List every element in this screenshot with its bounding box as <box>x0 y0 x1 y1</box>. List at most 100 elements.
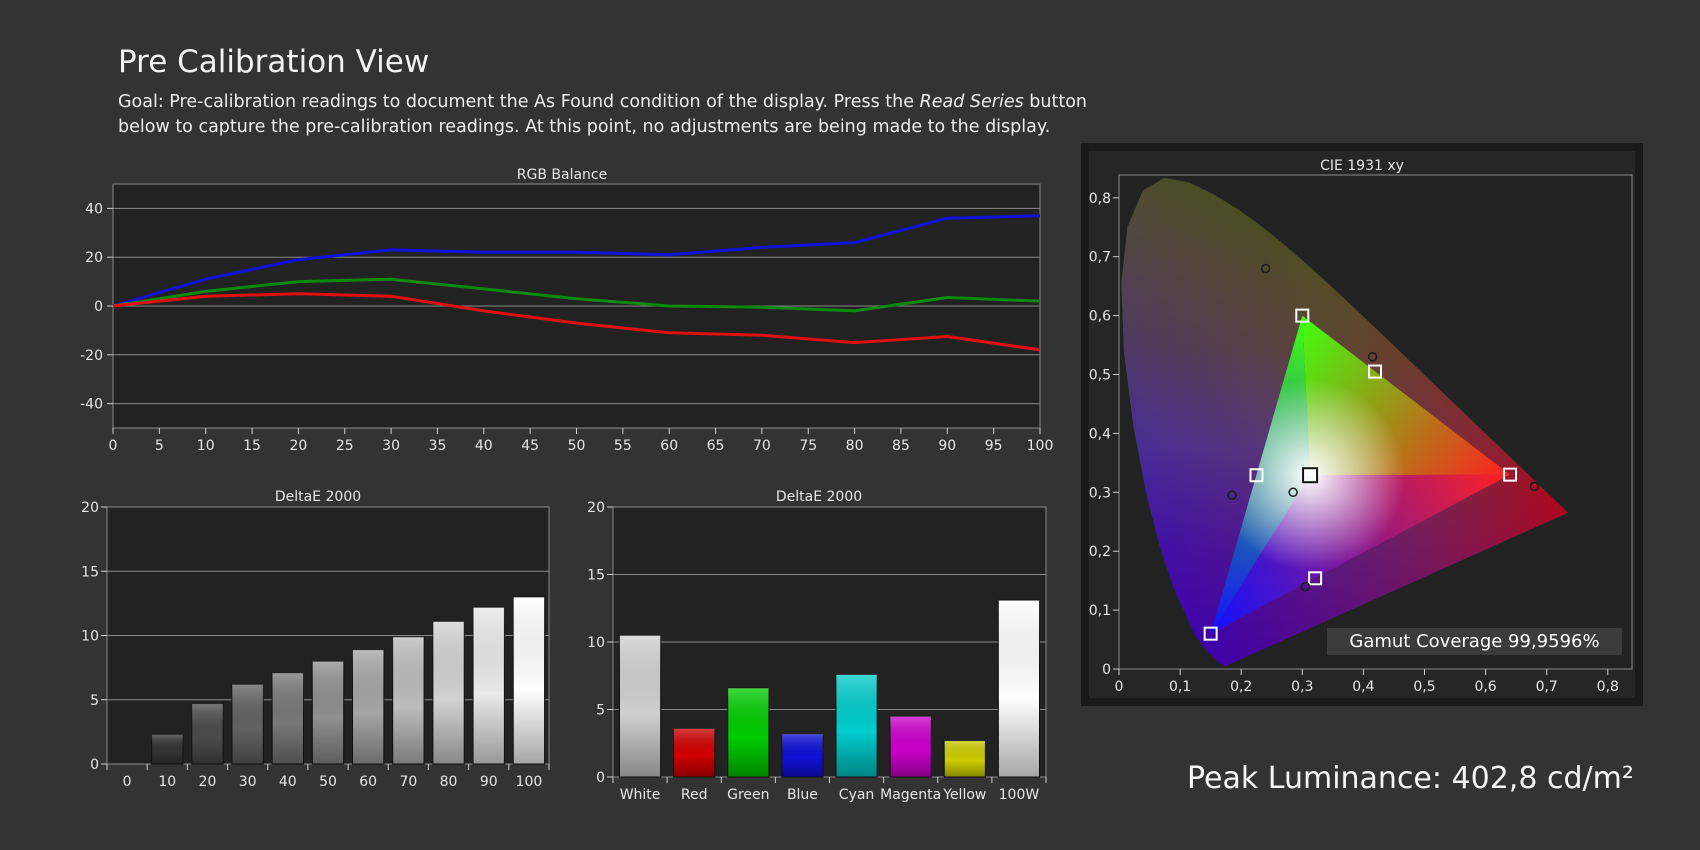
greyscale-x-tick-label: 30 <box>239 774 257 790</box>
greyscale-bar-shade <box>312 661 344 764</box>
rgb-series <box>112 214 1041 352</box>
colors-bar-shade <box>890 716 932 777</box>
colors-y-tick-label: 0 <box>596 770 605 786</box>
cie-target-marker <box>1249 468 1264 483</box>
colors-y-ticks: 20 15 10 5 0 <box>587 500 613 786</box>
rgb-x-tick-label: 100 <box>1027 438 1054 454</box>
colors-x-tick-label: Red <box>681 787 708 803</box>
rgb-x-tick-label: 85 <box>892 438 910 454</box>
cie-x-tick-label: 0,2 <box>1230 679 1252 695</box>
cie-points <box>1203 263 1540 641</box>
rgb-x-tick-label: 60 <box>660 438 678 454</box>
colors-y-tick-label: 10 <box>587 635 605 651</box>
cie-y-tick-label: 0,6 <box>1089 309 1111 325</box>
cie-x-tick-label: 0,7 <box>1536 679 1558 695</box>
greyscale-x-tick-label: 70 <box>399 774 417 790</box>
cie-target-marker <box>1302 467 1319 484</box>
colors-bar-shade <box>727 687 769 777</box>
colors-x-ticks: White Red Green Blue Cyan Magenta Yellow 100W <box>612 777 1047 803</box>
rgb-x-tick-label: 95 <box>985 438 1003 454</box>
colors-bar-shade <box>998 600 1040 777</box>
rgb-y-tick-label: -20 <box>80 348 103 364</box>
rgb-x-tick-label: 10 <box>197 438 215 454</box>
cie-measured-point <box>1227 490 1237 500</box>
cie-x-tick-label: 0 <box>1115 679 1124 695</box>
greyscale-x-tick-label: 40 <box>279 774 297 790</box>
greyscale-bar-shade <box>272 672 304 764</box>
cie-measured-point <box>1529 481 1540 492</box>
cie-y-tick-label: 0,1 <box>1089 603 1111 619</box>
colors-x-tick-label: Magenta <box>880 787 941 803</box>
rgb-x-tick-label: 65 <box>707 438 725 454</box>
greyscale-bar-shade <box>151 734 183 764</box>
rgb-y-tick-label: 20 <box>85 250 103 266</box>
greyscale-y-tick-label: 0 <box>90 757 99 773</box>
colors-bars <box>618 599 1041 778</box>
greyscale-chart-title: DeltaE 2000 <box>275 489 361 505</box>
colors-y-tick-label: 5 <box>596 703 605 719</box>
goal-text-suffix: button below to capture the pre-calibrat… <box>118 92 1088 137</box>
greyscale-x-tick-label: 80 <box>440 774 458 790</box>
cie-x-tick-label: 0,3 <box>1291 679 1313 695</box>
greyscale-y-tick-label: 15 <box>81 564 99 580</box>
rgb-x-tick-label: 30 <box>382 438 400 454</box>
cie-measured-point <box>1288 487 1298 498</box>
cie-chart-title: CIE 1931 xy <box>1320 158 1404 174</box>
red-series-line <box>112 292 1041 352</box>
cie-target-marker <box>1308 571 1323 586</box>
rgb-x-tick-label: 70 <box>753 438 771 454</box>
greyscale-bar-shade <box>513 596 545 764</box>
greyscale-x-tick-label: 0 <box>123 774 132 790</box>
cie-chart: CIE 1931 xy 0 0,1 0,2 0,3 0,4 0,5 0,6 0,7 0,8 0,… <box>1081 143 1643 706</box>
cie-y-tick-label: 0,4 <box>1089 426 1111 442</box>
cie-measured-point <box>1300 581 1311 592</box>
rgb-chart-title: RGB Balance <box>517 167 607 183</box>
greyscale-x-tick-label: 50 <box>319 774 337 790</box>
rgb-x-tick-label: 35 <box>429 438 447 454</box>
colors-y-tick-label: 15 <box>587 568 605 584</box>
rgb-x-tick-label: 55 <box>614 438 632 454</box>
cie-y-tick-label: 0,8 <box>1089 191 1111 207</box>
colors-bar-shade <box>619 635 661 777</box>
colors-x-tick-label: Yellow <box>942 787 986 803</box>
greyscale-y-tick-label: 5 <box>90 693 99 709</box>
cie-y-tick-label: 0,7 <box>1089 250 1111 266</box>
goal-description: Goal: Pre-calibration readings to docume… <box>118 90 1138 140</box>
colors-x-tick-label: Blue <box>787 787 818 803</box>
colors-x-tick-label: Cyan <box>839 787 875 803</box>
peak-luminance-label: Peak Luminance: 402,8 cd/m² <box>1187 761 1634 796</box>
rgb-x-tick-label: 75 <box>799 438 817 454</box>
colors-chart-title: DeltaE 2000 <box>776 489 862 505</box>
greyscale-x-tick-label: 10 <box>158 774 176 790</box>
cie-x-tick-label: 0,4 <box>1352 679 1374 695</box>
colors-x-tick-label: White <box>620 787 661 803</box>
blue-series-line <box>112 214 1041 308</box>
cie-y-ticks: 0,8 0,7 0,6 0,5 0,4 0,3 0,2 0,1 0 <box>1089 191 1119 678</box>
rgb-x-tick-label: 5 <box>155 438 164 454</box>
greyscale-x-tick-label: 60 <box>359 774 377 790</box>
greyscale-bar-shade <box>231 684 264 764</box>
colors-bar-shade <box>944 740 986 777</box>
greyscale-bar-shade <box>432 621 465 764</box>
rgb-balance-chart: RGB Balance 40 20 0 -20 -40 0 5 10 15 20 25 30 35 40… <box>80 167 1053 454</box>
rgb-y-ticks: 40 20 0 -20 -40 <box>80 201 113 413</box>
colors-deltae-chart: DeltaE 2000 20 15 10 5 0 White Red Green Blue Cy… <box>587 489 1047 803</box>
rgb-x-ticks: 0 5 10 15 20 25 30 35 40 45 50 55 60 65 70 75 80 85 90 95 10… <box>109 428 1054 454</box>
greyscale-bars <box>151 596 546 765</box>
cie-x-tick-label: 0,1 <box>1169 679 1191 695</box>
rgb-x-tick-label: 0 <box>109 438 118 454</box>
rgb-x-tick-label: 50 <box>568 438 586 454</box>
greyscale-y-ticks: 20 15 10 5 0 <box>81 500 107 773</box>
colors-grid <box>613 506 1046 710</box>
rgb-x-tick-label: 80 <box>846 438 864 454</box>
read-series-reference: Read Series <box>919 92 1024 112</box>
page-title: Pre Calibration View <box>118 44 430 80</box>
green-series-line <box>112 277 1041 313</box>
cie-x-tick-label: 0,6 <box>1474 679 1496 695</box>
colors-x-tick-label: Green <box>727 787 769 803</box>
cie-measured-point <box>1367 352 1378 362</box>
greyscale-bar-shade <box>473 607 505 764</box>
cie-target-marker <box>1295 308 1310 323</box>
